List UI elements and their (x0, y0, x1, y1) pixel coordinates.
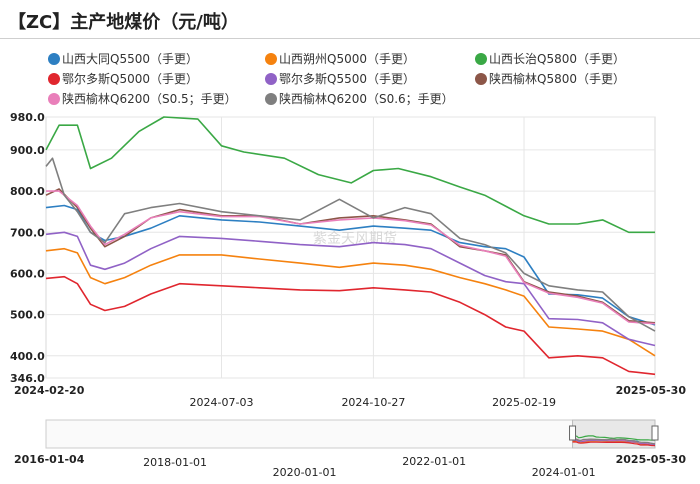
legend-label-datong-q5500: 山西大同Q5500（手更） (62, 52, 198, 66)
navigator-handle-right[interactable] (651, 425, 659, 441)
x-axis: 2024-02-20 2024-07-03 2024-10-27 2025-02-19… (14, 384, 686, 409)
y-tick-label: 346.0 (10, 372, 45, 385)
title-divider (0, 38, 700, 39)
legend-marker-yulin-q6200-s06 (265, 92, 277, 105)
legend-label-ordos-q5000: 鄂尔多斯Q5000（手更） (62, 72, 198, 86)
legend-item-changzhi-q5800[interactable]: 山西长治Q5800（手更） (475, 50, 625, 67)
legend: 山西大同Q5500（手更） 山西朔州Q5000（手更） 山西长治Q5800（手更… (0, 50, 700, 112)
legend-label-yulin-q6200-s06: 陕西榆林Q6200（S0.6；手更） (279, 92, 454, 106)
legend-label-yulin-q6200-s05: 陕西榆林Q6200（S0.5；手更） (62, 92, 237, 106)
legend-item-ordos-q5500[interactable]: 鄂尔多斯Q5500（手更） (265, 70, 415, 87)
navigator-tick-label: 2020-01-01 (273, 466, 337, 479)
navigator-tick-label: 2024-01-01 (532, 466, 596, 479)
chart-title: 【ZC】主产地煤价（元/吨） (8, 12, 239, 33)
legend-marker-changzhi-q5800 (475, 52, 487, 65)
series-layer (45, 116, 656, 376)
legend-item-yulin-q5800[interactable]: 陕西榆林Q5800（手更） (475, 70, 625, 87)
navigator-series-7 (572, 436, 656, 445)
legend-marker-ordos-q5500 (265, 72, 277, 85)
legend-item-yulin-q6200-s05[interactable]: 陕西榆林Q6200（S0.5；手更） (48, 90, 237, 107)
legend-item-ordos-q5000[interactable]: 鄂尔多斯Q5000（手更） (48, 70, 198, 87)
legend-marker-shuozhou-q5000 (265, 52, 277, 65)
series-line-5 (45, 188, 656, 324)
x-tick-label: 2024-02-20 (14, 384, 85, 397)
navigator-series-3 (572, 441, 656, 447)
legend-item-shuozhou-q5000[interactable]: 山西朔州Q5000（手更） (265, 50, 415, 67)
legend-marker-ordos-q5000 (48, 72, 60, 85)
legend-item-yulin-q6200-s06[interactable]: 陕西榆林Q6200（S0.6；手更） (265, 90, 454, 107)
navigator-tick-label: 2022-01-01 (402, 455, 466, 468)
y-tick-label: 800.0 (10, 185, 45, 198)
series-line-1 (45, 247, 656, 357)
legend-label-yulin-q5800: 陕西榆林Q5800（手更） (489, 72, 625, 86)
y-tick-label: 700.0 (10, 226, 45, 239)
navigator-series-4 (572, 439, 656, 446)
legend-item-datong-q5500[interactable]: 山西大同Q5500（手更） (48, 50, 198, 67)
legend-marker-yulin-q5800 (475, 72, 487, 85)
legend-label-ordos-q5500: 鄂尔多斯Q5500（手更） (279, 72, 415, 86)
y-axis: 980.0 900.0 800.0 700.0 600.0 500.0 400.0 346.0 (10, 111, 45, 385)
y-tick-label: 980.0 (10, 111, 45, 124)
range-navigator[interactable]: 2016-01-04 2018-01-01 2020-01-01 2022-01-01… (14, 419, 687, 479)
y-tick-label: 500.0 (10, 309, 45, 322)
navigator-frame (45, 419, 656, 449)
x-tick-label: 2024-10-27 (341, 396, 405, 409)
legend-label-shuozhou-q5000: 山西朔州Q5000（手更） (279, 52, 415, 66)
series-line-4 (45, 231, 656, 347)
x-tick-label: 2025-02-19 (492, 396, 556, 409)
x-tick-label: 2024-07-03 (190, 396, 254, 409)
navigator-series-2 (572, 435, 655, 441)
plot-frame (45, 116, 656, 379)
y-tick-label: 900.0 (10, 144, 45, 157)
series-line-7 (45, 157, 656, 332)
y-tick-label: 600.0 (10, 267, 45, 280)
grid (45, 116, 656, 379)
navigator-handle-left[interactable] (569, 425, 577, 441)
navigator-tick-label: 2018-01-01 (143, 456, 207, 469)
legend-marker-datong-q5500 (48, 52, 60, 65)
x-tick-label: 2025-05-30 (616, 384, 687, 397)
legend-label-changzhi-q5800: 山西长治Q5800（手更） (489, 52, 625, 66)
legend-marker-yulin-q6200-s05 (48, 92, 60, 105)
series-line-2 (45, 116, 655, 234)
series-line-3 (45, 275, 656, 376)
navigator-tick-label: 2016-01-04 (14, 453, 85, 466)
navigator-tick-label: 2025-05-30 (616, 453, 687, 466)
y-tick-label: 400.0 (10, 350, 45, 363)
